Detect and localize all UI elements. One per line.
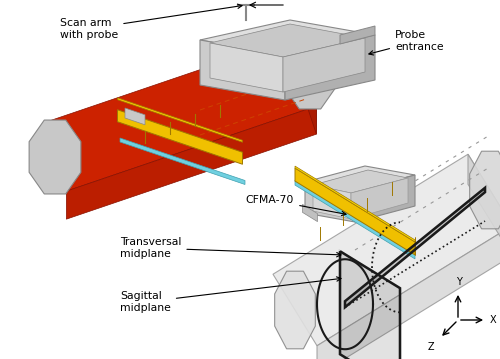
Text: Y: Y — [456, 277, 462, 287]
Polygon shape — [305, 166, 415, 191]
Polygon shape — [284, 35, 336, 109]
Polygon shape — [120, 138, 245, 185]
Text: CFMA-70: CFMA-70 — [246, 195, 346, 216]
Polygon shape — [305, 182, 355, 222]
Polygon shape — [66, 106, 316, 219]
Polygon shape — [345, 188, 485, 307]
Text: Scan arm
with probe: Scan arm with probe — [60, 4, 242, 39]
Polygon shape — [340, 26, 375, 44]
Text: Sagittal
midplane: Sagittal midplane — [120, 277, 341, 313]
Polygon shape — [295, 180, 415, 259]
Text: Z: Z — [428, 342, 434, 352]
Text: Transversal
midplane: Transversal midplane — [120, 237, 341, 259]
Text: X: X — [490, 315, 496, 325]
Polygon shape — [274, 271, 316, 349]
Polygon shape — [295, 166, 415, 242]
Polygon shape — [200, 40, 285, 100]
Polygon shape — [355, 175, 415, 222]
Polygon shape — [470, 151, 500, 229]
Polygon shape — [351, 178, 408, 219]
Polygon shape — [200, 20, 375, 55]
Polygon shape — [294, 38, 316, 134]
Polygon shape — [313, 170, 408, 193]
Polygon shape — [295, 168, 415, 255]
Polygon shape — [210, 43, 283, 92]
Polygon shape — [468, 154, 500, 256]
Polygon shape — [302, 204, 318, 222]
Text: Probe
entrance: Probe entrance — [369, 30, 444, 55]
Polygon shape — [118, 110, 242, 164]
Polygon shape — [120, 115, 240, 162]
Polygon shape — [313, 185, 351, 219]
Polygon shape — [125, 108, 145, 125]
Polygon shape — [29, 120, 81, 194]
Polygon shape — [285, 35, 375, 100]
Polygon shape — [317, 226, 500, 359]
Polygon shape — [340, 251, 400, 359]
Polygon shape — [44, 38, 316, 191]
Polygon shape — [210, 24, 365, 57]
Polygon shape — [273, 154, 500, 346]
Polygon shape — [118, 98, 242, 142]
Polygon shape — [283, 38, 365, 92]
